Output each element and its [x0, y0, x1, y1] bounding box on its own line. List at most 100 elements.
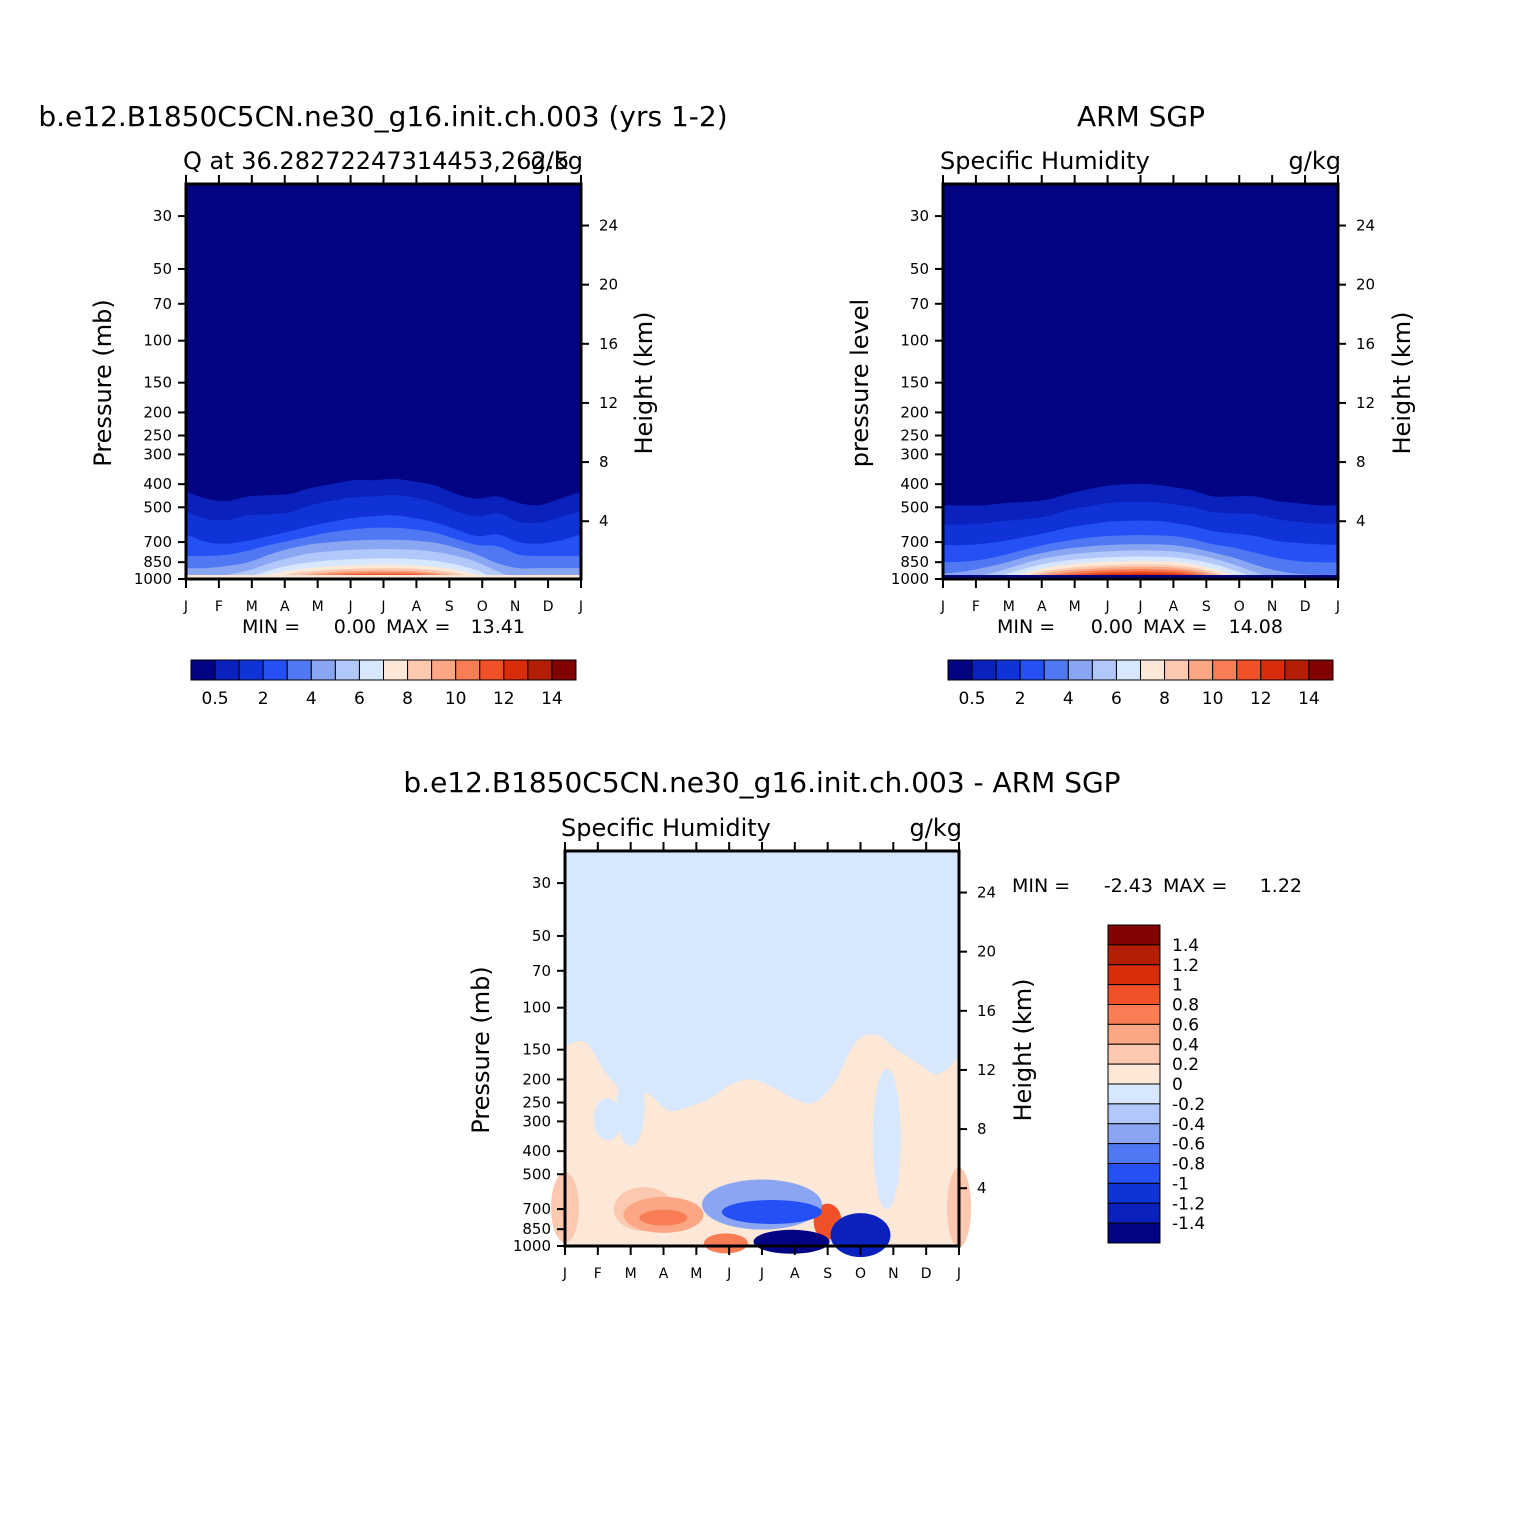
x-tick-label: J — [183, 599, 188, 615]
panel-model-title: b.e12.B1850C5CN.ne30_g16.init.ch.003 (yr… — [38, 100, 727, 133]
y-tick-label: 70 — [532, 962, 551, 980]
colorbar-label: 0.8 — [1172, 996, 1199, 1016]
y-tick-label: 1000 — [891, 570, 929, 588]
x-tick-label: O — [1234, 599, 1245, 615]
y-tick-label: 500 — [143, 498, 172, 516]
colorbar-swatch — [1308, 659, 1334, 681]
y-tick-label: 400 — [522, 1142, 551, 1160]
colorbar-label: 0.2 — [1172, 1055, 1199, 1075]
positive-blob — [703, 1233, 748, 1254]
colorbar-swatch — [431, 659, 457, 681]
y-tick-label: 300 — [900, 445, 929, 463]
colorbar-label: 12 — [1250, 689, 1272, 709]
panel-model-units: g/kg — [531, 147, 583, 175]
panel-diff-max: 1.22 — [1260, 875, 1302, 897]
colorbar-label: 10 — [1202, 689, 1224, 709]
colorbar-label: -0.4 — [1172, 1115, 1205, 1135]
colorbar-swatch — [383, 659, 409, 681]
negative-hole — [616, 1068, 645, 1146]
colorbar-swatch — [1107, 1163, 1161, 1184]
panel-obs-max: 14.08 — [1229, 616, 1283, 638]
panel-obs-min-label: MIN = — [997, 616, 1055, 638]
colorbar-swatch — [334, 659, 360, 681]
y-tick-label: 100 — [522, 999, 551, 1017]
height-tick-label: 8 — [977, 1120, 987, 1138]
x-tick-label: M — [246, 599, 258, 615]
colorbar-label: -1.2 — [1172, 1194, 1205, 1214]
height-tick-label: 12 — [977, 1061, 996, 1079]
panel-obs-subtitle: Specific Humidity — [940, 147, 1150, 175]
y-tick-label: 700 — [143, 533, 172, 551]
colorbar-swatch — [1107, 944, 1161, 966]
panel-diff-colorbar: 1.41.210.80.60.40.20-0.2-0.4-0.6-0.8-1-1… — [1107, 924, 1205, 1244]
panel-obs-ylabel: pressure level — [846, 299, 874, 467]
y-tick-label: 1000 — [513, 1237, 551, 1255]
x-tick-label: J — [956, 1266, 961, 1282]
y-tick-label: 500 — [522, 1165, 551, 1183]
colorbar-swatch — [214, 659, 240, 681]
x-tick-label: N — [510, 599, 520, 615]
negative-hole — [593, 1098, 622, 1141]
x-tick-label: J — [578, 599, 583, 615]
x-tick-label: M — [1069, 599, 1081, 615]
x-tick-label: J — [1105, 599, 1110, 615]
colorbar-swatch — [358, 659, 384, 681]
height-tick-label: 20 — [599, 276, 618, 294]
colorbar-swatch — [1107, 1004, 1161, 1025]
colorbar-label: 0.5 — [202, 689, 229, 709]
x-tick-label: A — [280, 599, 290, 615]
x-tick-label: S — [445, 599, 454, 615]
y-tick-label: 400 — [900, 475, 929, 493]
y-tick-label: 250 — [522, 1094, 551, 1112]
panel-model: b.e12.B1850C5CN.ne30_g16.init.ch.003 (yr… — [38, 100, 727, 709]
panel-difference: b.e12.B1850C5CN.ne30_g16.init.ch.003 - A… — [403, 766, 1302, 1282]
x-tick-label: M — [690, 1266, 702, 1282]
y-tick-label: 50 — [910, 260, 929, 278]
colorbar-swatch — [503, 659, 529, 681]
panel-model-ylabel: Pressure (mb) — [89, 299, 117, 466]
x-tick-label: J — [348, 599, 353, 615]
height-tick-label: 4 — [599, 512, 609, 530]
panel-model-max: 13.41 — [471, 616, 525, 638]
colorbar-swatch — [1140, 659, 1166, 681]
y-tick-label: 150 — [900, 374, 929, 392]
colorbar-swatch — [1236, 659, 1262, 681]
colorbar-label: -0.6 — [1172, 1135, 1205, 1155]
y-tick-label: 30 — [532, 874, 551, 892]
y-tick-label: 850 — [143, 553, 172, 571]
panel-diff-subtitle: Specific Humidity — [561, 814, 771, 842]
colorbar-swatch — [1107, 1023, 1161, 1045]
panel-obs: ARM SGP Specific Humidity g/kg 305070100… — [846, 100, 1416, 709]
y-tick-label: 300 — [143, 445, 172, 463]
panel-obs-ylabel-right: Height (km) — [1388, 312, 1416, 455]
height-tick-label: 12 — [599, 394, 618, 412]
negative-hole — [872, 1068, 901, 1210]
height-tick-label: 24 — [1356, 217, 1375, 235]
colorbar-label: 8 — [402, 689, 413, 709]
colorbar-swatch — [1188, 659, 1214, 681]
colorbar-swatch — [1107, 1182, 1161, 1204]
colorbar-label: 4 — [1063, 689, 1074, 709]
colorbar-label: 12 — [493, 689, 515, 709]
colorbar-swatch — [1043, 659, 1069, 681]
y-tick-label: 30 — [153, 207, 172, 225]
colorbar-swatch — [1107, 1063, 1161, 1085]
x-tick-label: J — [562, 1266, 567, 1282]
x-tick-label: N — [1267, 599, 1277, 615]
x-tick-label: F — [215, 599, 223, 615]
x-tick-label: D — [1300, 599, 1311, 615]
colorbar-swatch — [1107, 984, 1161, 1005]
x-tick-label: M — [312, 599, 324, 615]
colorbar-swatch — [407, 659, 433, 681]
x-tick-label: A — [1037, 599, 1047, 615]
panel-obs-title: ARM SGP — [1077, 100, 1205, 133]
panel-obs-units: g/kg — [1289, 147, 1341, 175]
y-tick-label: 70 — [910, 295, 929, 313]
x-tick-label: M — [1003, 599, 1015, 615]
colorbar-swatch — [238, 659, 264, 681]
colorbar-swatch — [1115, 659, 1141, 681]
y-tick-label: 850 — [522, 1220, 551, 1238]
panel-diff-min-label: MIN = — [1012, 875, 1070, 897]
y-tick-label: 250 — [900, 427, 929, 445]
